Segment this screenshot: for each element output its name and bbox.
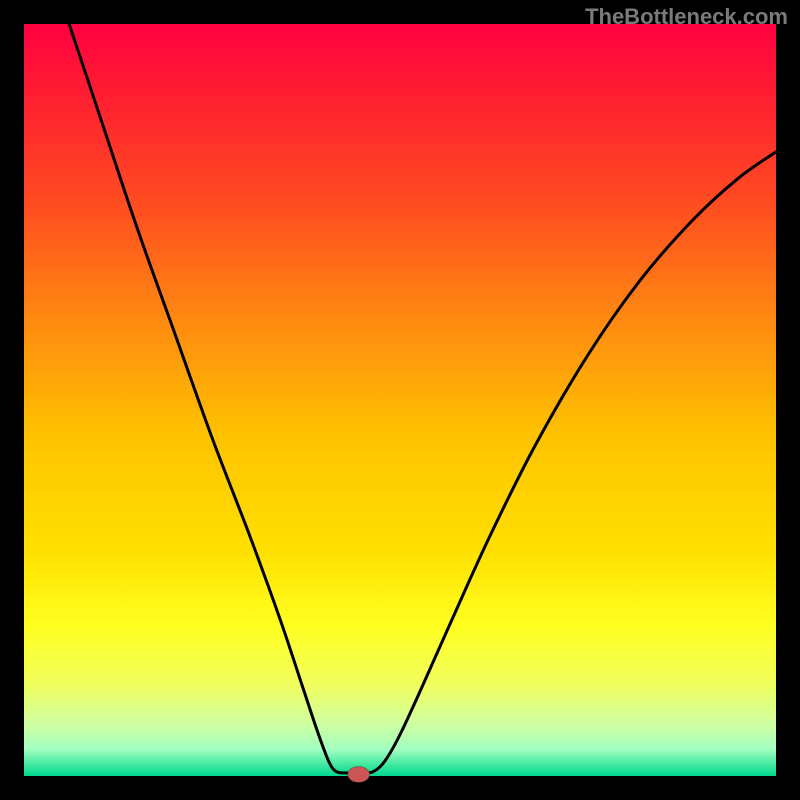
optimal-point-marker <box>348 766 370 782</box>
bottleneck-chart <box>0 0 800 800</box>
gradient-background <box>24 24 776 776</box>
chart-frame: TheBottleneck.com <box>0 0 800 800</box>
